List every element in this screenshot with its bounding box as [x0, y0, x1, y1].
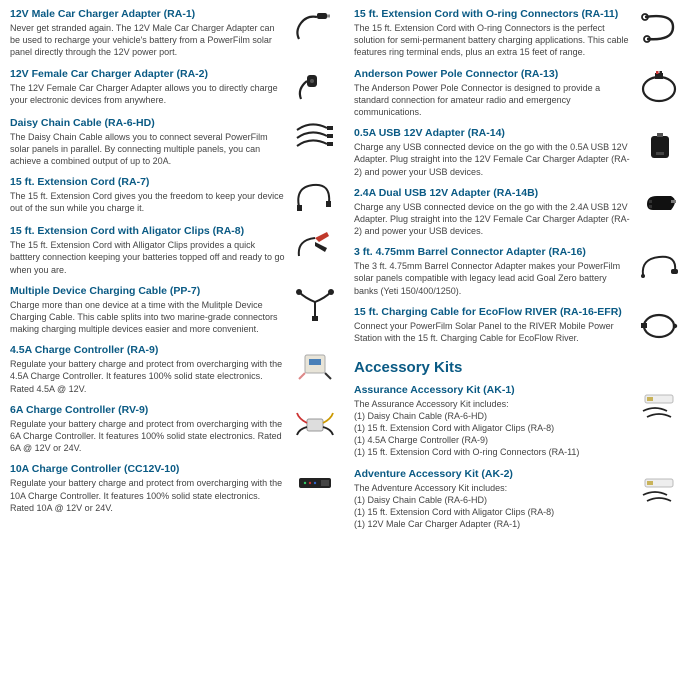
- product-description: The Daisy Chain Cable allows you to conn…: [10, 131, 286, 167]
- product-text: 6A Charge Controller (RV-9)Regulate your…: [10, 404, 286, 455]
- product-item: 0.5A USB 12V Adapter (RA-14)Charge any U…: [354, 127, 682, 178]
- kit-title: Assurance Accessory Kit (AK-1): [354, 384, 630, 397]
- product-thumb: [636, 187, 682, 227]
- kit-line: (1) 15 ft. Extension Cord with Aligator …: [354, 506, 630, 518]
- product-item: 2.4A Dual USB 12V Adapter (RA-14B)Charge…: [354, 187, 682, 238]
- product-text: Anderson Power Pole Connector (RA-13)The…: [354, 68, 630, 119]
- product-thumb: [292, 8, 338, 48]
- product-title: Anderson Power Pole Connector (RA-13): [354, 68, 630, 81]
- product-text: 15 ft. Charging Cable for EcoFlow RIVER …: [354, 306, 630, 344]
- product-description: Charge any USB connected device on the g…: [354, 201, 630, 237]
- product-item: Anderson Power Pole Connector (RA-13)The…: [354, 68, 682, 119]
- product-item: 10A Charge Controller (CC12V-10)Regulate…: [10, 463, 338, 514]
- product-item: 6A Charge Controller (RV-9)Regulate your…: [10, 404, 338, 455]
- product-thumb: [292, 225, 338, 265]
- product-description: Charge any USB connected device on the g…: [354, 141, 630, 177]
- product-title: 2.4A Dual USB 12V Adapter (RA-14B): [354, 187, 630, 200]
- product-title: 12V Male Car Charger Adapter (RA-1): [10, 8, 286, 21]
- product-thumb: [292, 404, 338, 444]
- kit-line: (1) 15 ft. Extension Cord with Aligator …: [354, 422, 630, 434]
- kit-line: (1) 4.5A Charge Controller (RA-9): [354, 434, 630, 446]
- product-description: Connect your PowerFilm Solar Panel to th…: [354, 320, 630, 344]
- product-description: The Anderson Power Pole Connector is des…: [354, 82, 630, 118]
- kit-line: (1) Daisy Chain Cable (RA-6-HD): [354, 494, 630, 506]
- kit-item: Assurance Accessory Kit (AK-1)The Assura…: [354, 384, 682, 459]
- product-thumb: [636, 8, 682, 48]
- kit-line: (1) 12V Male Car Charger Adapter (RA-1): [354, 518, 630, 530]
- kit-title: Adventure Accessory Kit (AK-2): [354, 468, 630, 481]
- catalog-columns: 12V Male Car Charger Adapter (RA-1)Never…: [10, 8, 682, 539]
- product-text: 15 ft. Extension Cord (RA-7)The 15 ft. E…: [10, 176, 286, 214]
- product-item: 4.5A Charge Controller (RA-9)Regulate yo…: [10, 344, 338, 395]
- product-text: 4.5A Charge Controller (RA-9)Regulate yo…: [10, 344, 286, 395]
- product-description: Regulate your battery charge and protect…: [10, 418, 286, 454]
- product-item: 15 ft. Extension Cord with Aligator Clip…: [10, 225, 338, 276]
- product-thumb: [636, 306, 682, 346]
- product-item: 15 ft. Extension Cord with O-ring Connec…: [354, 8, 682, 59]
- product-description: Regulate your battery charge and protect…: [10, 477, 286, 513]
- kits-header: Accessory Kits: [354, 359, 682, 376]
- product-text: 0.5A USB 12V Adapter (RA-14)Charge any U…: [354, 127, 630, 178]
- product-item: 15 ft. Extension Cord (RA-7)The 15 ft. E…: [10, 176, 338, 216]
- product-text: 15 ft. Extension Cord with Aligator Clip…: [10, 225, 286, 276]
- product-description: The 15 ft. Extension Cord with O-ring Co…: [354, 22, 630, 58]
- product-text: 12V Female Car Charger Adapter (RA-2)The…: [10, 68, 286, 106]
- product-description: The 15 ft. Extension Cord gives you the …: [10, 190, 286, 214]
- product-text: 3 ft. 4.75mm Barrel Connector Adapter (R…: [354, 246, 630, 297]
- product-text: 15 ft. Extension Cord with O-ring Connec…: [354, 8, 630, 59]
- product-item: 12V Female Car Charger Adapter (RA-2)The…: [10, 68, 338, 108]
- product-title: 12V Female Car Charger Adapter (RA-2): [10, 68, 286, 81]
- product-item: 15 ft. Charging Cable for EcoFlow RIVER …: [354, 306, 682, 346]
- product-description: The 12V Female Car Charger Adapter allow…: [10, 82, 286, 106]
- product-title: 0.5A USB 12V Adapter (RA-14): [354, 127, 630, 140]
- product-thumb: [292, 117, 338, 157]
- kit-intro: The Adventure Accessory Kit includes:: [354, 482, 630, 494]
- product-thumb: [636, 68, 682, 108]
- product-description: Charge more than one device at a time wi…: [10, 299, 286, 335]
- product-title: Daisy Chain Cable (RA-6-HD): [10, 117, 286, 130]
- product-title: 15 ft. Extension Cord (RA-7): [10, 176, 286, 189]
- product-title: 15 ft. Charging Cable for EcoFlow RIVER …: [354, 306, 630, 319]
- product-text: Multiple Device Charging Cable (PP-7)Cha…: [10, 285, 286, 336]
- product-description: The 3 ft. 4.75mm Barrel Connector Adapte…: [354, 260, 630, 296]
- kit-text: Adventure Accessory Kit (AK-2)The Advent…: [354, 468, 630, 531]
- product-title: 4.5A Charge Controller (RA-9): [10, 344, 286, 357]
- product-thumb: [292, 68, 338, 108]
- product-item: 12V Male Car Charger Adapter (RA-1)Never…: [10, 8, 338, 59]
- product-thumb: [292, 285, 338, 325]
- product-text: 12V Male Car Charger Adapter (RA-1)Never…: [10, 8, 286, 59]
- product-title: 3 ft. 4.75mm Barrel Connector Adapter (R…: [354, 246, 630, 259]
- product-title: 10A Charge Controller (CC12V-10): [10, 463, 286, 476]
- product-thumb: [292, 344, 338, 384]
- product-description: Regulate your battery charge and protect…: [10, 358, 286, 394]
- kit-text: Assurance Accessory Kit (AK-1)The Assura…: [354, 384, 630, 459]
- product-text: 2.4A Dual USB 12V Adapter (RA-14B)Charge…: [354, 187, 630, 238]
- product-description: Never get stranded again. The 12V Male C…: [10, 22, 286, 58]
- product-title: Multiple Device Charging Cable (PP-7): [10, 285, 286, 298]
- left-column: 12V Male Car Charger Adapter (RA-1)Never…: [10, 8, 338, 539]
- product-text: 10A Charge Controller (CC12V-10)Regulate…: [10, 463, 286, 514]
- kit-line: (1) 15 ft. Extension Cord with O-ring Co…: [354, 446, 630, 458]
- kit-item: Adventure Accessory Kit (AK-2)The Advent…: [354, 468, 682, 531]
- product-item: Multiple Device Charging Cable (PP-7)Cha…: [10, 285, 338, 336]
- product-text: Daisy Chain Cable (RA-6-HD)The Daisy Cha…: [10, 117, 286, 168]
- kit-intro: The Assurance Accessory Kit includes:: [354, 398, 630, 410]
- product-thumb: [636, 127, 682, 167]
- product-thumb: [636, 246, 682, 286]
- product-item: 3 ft. 4.75mm Barrel Connector Adapter (R…: [354, 246, 682, 297]
- product-title: 15 ft. Extension Cord with Aligator Clip…: [10, 225, 286, 238]
- kit-thumb: [636, 384, 682, 424]
- kit-line: (1) Daisy Chain Cable (RA-6-HD): [354, 410, 630, 422]
- product-title: 6A Charge Controller (RV-9): [10, 404, 286, 417]
- product-description: The 15 ft. Extension Cord with Alligator…: [10, 239, 286, 275]
- right-column: 15 ft. Extension Cord with O-ring Connec…: [354, 8, 682, 539]
- product-thumb: [292, 176, 338, 216]
- product-thumb: [292, 463, 338, 503]
- kit-thumb: [636, 468, 682, 508]
- product-item: Daisy Chain Cable (RA-6-HD)The Daisy Cha…: [10, 117, 338, 168]
- product-title: 15 ft. Extension Cord with O-ring Connec…: [354, 8, 630, 21]
